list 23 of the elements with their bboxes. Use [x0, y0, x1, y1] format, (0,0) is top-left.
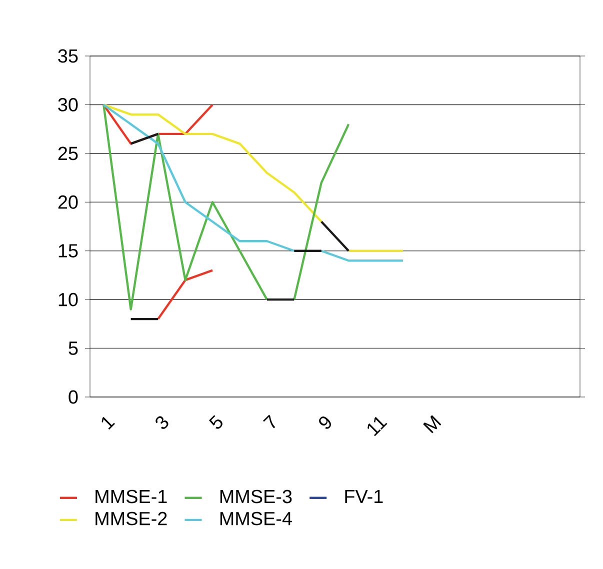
- legend-label: MMSE-2: [96, 512, 167, 526]
- x-tick-label: M: [423, 415, 442, 434]
- y-tick-label: 0: [68, 390, 78, 404]
- y-tick-label: 10: [58, 292, 78, 306]
- legend-label: MMSE-1: [96, 490, 167, 504]
- x-tick-label: 1: [102, 416, 115, 430]
- line-series: [102, 104, 296, 252]
- y-tick-label: 15: [58, 244, 78, 258]
- y-tick-label: 20: [58, 195, 78, 209]
- y-tick-label: 25: [58, 146, 78, 160]
- legend-label: MMSE-4: [220, 512, 292, 526]
- x-tick-label: 9: [319, 416, 331, 429]
- y-tick-label: 35: [58, 49, 78, 63]
- x-tick-label: 3: [156, 416, 168, 429]
- x-tick-label: 7: [263, 414, 276, 428]
- y-tick-label: 5: [68, 342, 78, 355]
- y-tick-label: 30: [58, 98, 78, 112]
- x-tick-label: 11: [368, 416, 388, 436]
- line-series: [102, 104, 322, 223]
- x-tick-label: 5: [209, 415, 222, 429]
- legend-label: MMSE-3: [220, 490, 292, 504]
- legend-label: FV-1: [345, 490, 383, 503]
- line-series: [102, 104, 268, 310]
